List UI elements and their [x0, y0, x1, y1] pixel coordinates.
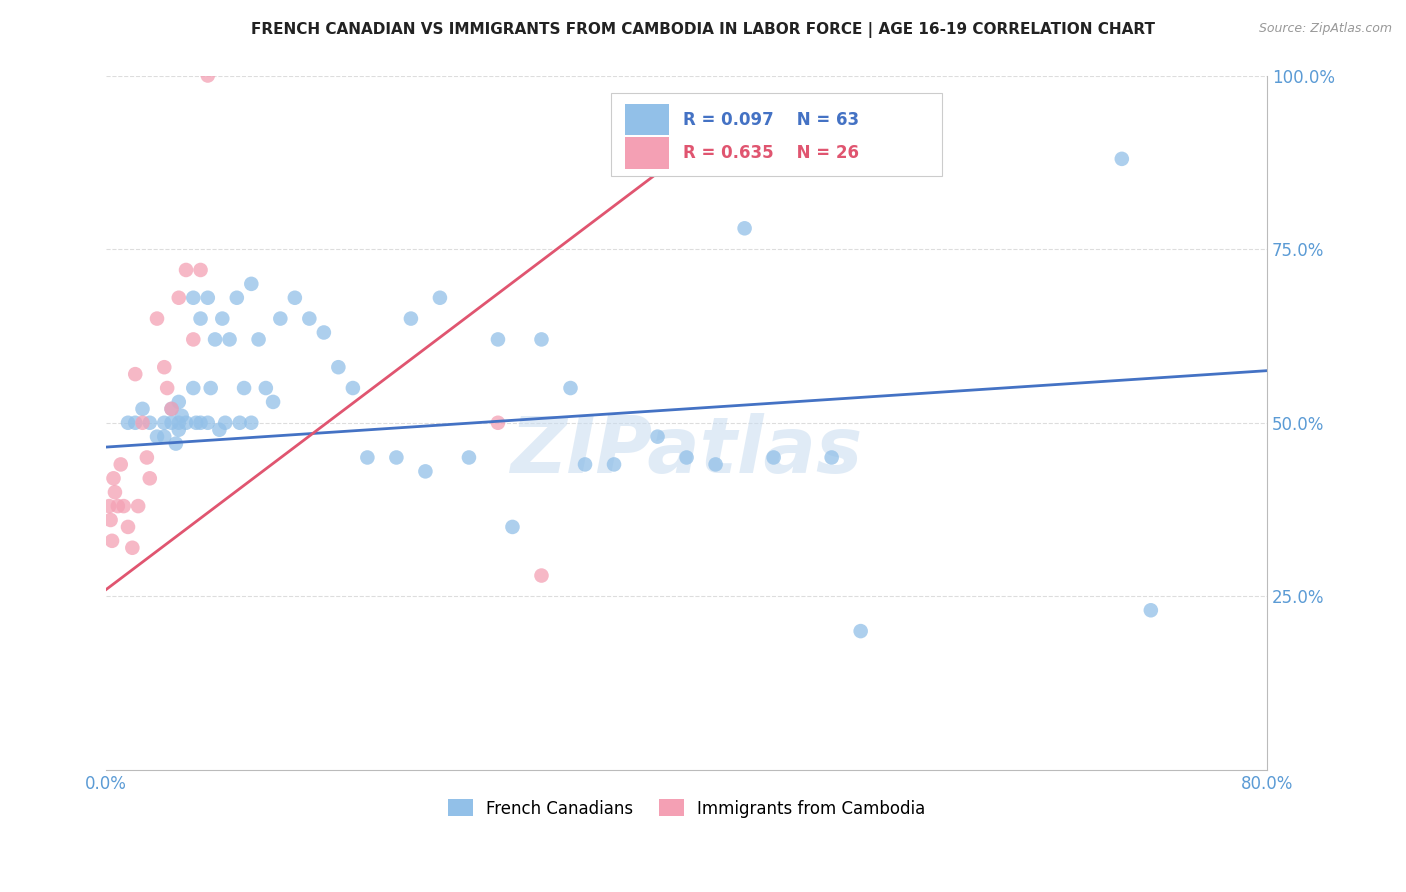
Text: R = 0.097    N = 63: R = 0.097 N = 63: [683, 111, 859, 128]
Point: [501, 520, 523, 534]
Point: [204, 333, 226, 347]
Point: [139, 416, 162, 430]
Point: [762, 450, 785, 465]
Point: [181, 381, 204, 395]
Point: [1140, 603, 1163, 617]
Bar: [626, 104, 669, 136]
Point: [156, 381, 179, 395]
Point: [167, 423, 190, 437]
Point: [458, 450, 481, 465]
Point: [186, 416, 208, 430]
Point: [647, 430, 669, 444]
Point: [429, 291, 451, 305]
Point: [197, 416, 219, 430]
Point: [356, 450, 378, 465]
Point: [200, 381, 222, 395]
Text: Source: ZipAtlas.com: Source: ZipAtlas.com: [1258, 22, 1392, 36]
Point: [342, 381, 364, 395]
Point: [821, 450, 844, 465]
Point: [415, 464, 437, 478]
Point: [121, 541, 143, 555]
Text: ZIPatlas: ZIPatlas: [510, 412, 863, 489]
Point: [103, 471, 125, 485]
Point: [181, 333, 204, 347]
Point: [225, 291, 247, 305]
Point: [385, 450, 408, 465]
Point: [153, 430, 176, 444]
Point: [312, 326, 335, 340]
Point: [174, 263, 197, 277]
Point: [112, 499, 135, 513]
Point: [284, 291, 307, 305]
Point: [240, 416, 263, 430]
Point: [269, 311, 291, 326]
Point: [104, 485, 127, 500]
Point: [170, 409, 193, 423]
Point: [146, 311, 169, 326]
Text: FRENCH CANADIAN VS IMMIGRANTS FROM CAMBODIA IN LABOR FORCE | AGE 16-19 CORRELATI: FRENCH CANADIAN VS IMMIGRANTS FROM CAMBO…: [252, 22, 1154, 38]
Legend: French Canadians, Immigrants from Cambodia: French Canadians, Immigrants from Cambod…: [441, 793, 932, 824]
Point: [117, 520, 139, 534]
Point: [233, 381, 256, 395]
Point: [160, 401, 183, 416]
Point: [124, 367, 146, 381]
Point: [160, 401, 183, 416]
Point: [734, 221, 756, 235]
Point: [160, 416, 183, 430]
Point: [399, 311, 422, 326]
Point: [298, 311, 321, 326]
Point: [211, 311, 233, 326]
Point: [100, 513, 122, 527]
Point: [603, 458, 626, 472]
Point: [530, 568, 553, 582]
Point: [135, 450, 157, 465]
Point: [574, 458, 596, 472]
Point: [167, 291, 190, 305]
Point: [530, 333, 553, 347]
Point: [486, 333, 509, 347]
Point: [849, 624, 872, 639]
Point: [131, 401, 153, 416]
Text: R = 0.635    N = 26: R = 0.635 N = 26: [683, 144, 859, 161]
Point: [247, 333, 270, 347]
Point: [101, 533, 124, 548]
Point: [190, 311, 212, 326]
Point: [174, 416, 197, 430]
Point: [181, 291, 204, 305]
Point: [190, 416, 212, 430]
Point: [214, 416, 236, 430]
Point: [262, 395, 284, 409]
Point: [153, 416, 176, 430]
Point: [167, 416, 190, 430]
Point: [190, 263, 212, 277]
Point: [218, 333, 240, 347]
Point: [139, 471, 162, 485]
Point: [328, 360, 350, 375]
Point: [146, 430, 169, 444]
Point: [228, 416, 250, 430]
Point: [124, 416, 146, 430]
Bar: [612, 93, 942, 177]
Point: [1111, 152, 1133, 166]
Point: [197, 69, 219, 83]
Point: [560, 381, 582, 395]
Point: [197, 291, 219, 305]
Point: [704, 458, 727, 472]
Point: [127, 499, 149, 513]
Point: [240, 277, 263, 291]
Point: [254, 381, 277, 395]
Point: [167, 395, 190, 409]
Bar: [626, 137, 669, 169]
Point: [486, 416, 509, 430]
Point: [110, 458, 132, 472]
Point: [107, 499, 129, 513]
Point: [208, 423, 231, 437]
Point: [675, 450, 697, 465]
Point: [131, 416, 153, 430]
Point: [117, 416, 139, 430]
Point: [98, 499, 121, 513]
Point: [165, 436, 187, 450]
Point: [153, 360, 176, 375]
